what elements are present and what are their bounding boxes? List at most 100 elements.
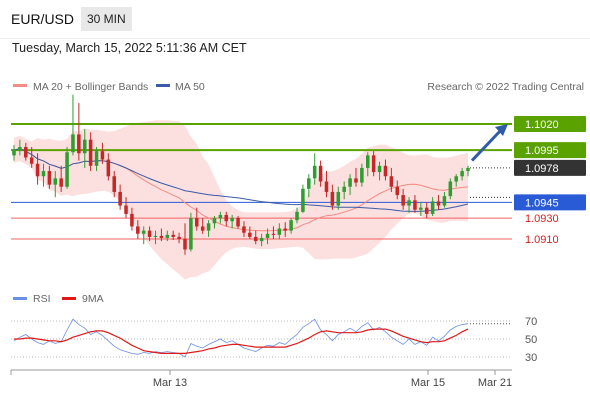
candle xyxy=(230,214,234,229)
candle xyxy=(100,142,105,164)
candle xyxy=(200,218,205,234)
candle xyxy=(360,163,364,187)
candle xyxy=(307,174,311,198)
candle xyxy=(248,226,252,239)
bollinger-legend: MA 20 + Bollinger Bands xyxy=(33,81,148,93)
symbol-label: EUR/USD xyxy=(11,11,75,27)
rsi-swatch xyxy=(13,297,27,300)
candle xyxy=(71,94,75,156)
level-1-0995-badge xyxy=(514,142,586,159)
candle xyxy=(130,207,134,231)
candle xyxy=(77,103,81,161)
candle xyxy=(265,228,270,245)
forecast-arrow-head xyxy=(495,124,508,136)
candle xyxy=(389,167,394,192)
candle xyxy=(35,153,40,185)
candle xyxy=(271,226,276,239)
candle xyxy=(371,151,376,177)
candle xyxy=(383,159,388,181)
candle xyxy=(218,211,223,224)
candle xyxy=(165,230,170,242)
time-tick-label: Mar 15 xyxy=(411,377,445,389)
candle xyxy=(454,174,458,187)
chart-header: EUR/USD 30 MIN xyxy=(0,0,590,38)
candle xyxy=(413,195,417,213)
candle xyxy=(277,223,282,239)
candle xyxy=(124,197,128,219)
candle xyxy=(171,230,175,241)
candle xyxy=(18,139,22,156)
candle xyxy=(141,226,146,245)
candle xyxy=(259,233,264,247)
candle xyxy=(65,147,69,189)
candle xyxy=(342,181,346,200)
candle xyxy=(436,195,441,210)
header-divider xyxy=(0,38,590,39)
candle xyxy=(401,188,405,210)
candle xyxy=(147,226,152,242)
candle xyxy=(159,228,164,242)
candle xyxy=(424,202,429,219)
candle xyxy=(41,163,46,187)
main-legend: MA 20 + Bollinger Bands MA 50 Research ©… xyxy=(13,81,584,93)
rsi-legend: RSI 9MA xyxy=(13,293,104,305)
candle xyxy=(88,132,93,172)
bollinger-band xyxy=(14,120,468,280)
level-1-1020-badge xyxy=(514,116,586,132)
time-tick-label: Mar 13 xyxy=(153,377,187,389)
candle xyxy=(112,171,117,198)
candle xyxy=(206,220,211,237)
interval-button[interactable]: 30 MIN xyxy=(81,7,132,31)
timestamp: Tuesday, March 15, 2022 5:11:36 AM CET xyxy=(12,41,247,55)
candle xyxy=(242,221,246,237)
forecast-arrow xyxy=(470,124,508,162)
candle xyxy=(466,165,470,177)
candle xyxy=(195,207,199,231)
time-tick-label: Mar 21 xyxy=(478,377,512,389)
candle xyxy=(430,197,435,216)
candle xyxy=(377,161,382,181)
rsi-tick-30: 30 xyxy=(525,352,537,364)
level-1-0910-label: 1.0910 xyxy=(525,234,559,246)
bollinger-area xyxy=(14,120,468,280)
candle xyxy=(295,207,299,224)
candle xyxy=(153,230,158,245)
candle xyxy=(236,216,240,229)
rsi-tick-70: 70 xyxy=(525,316,537,328)
price-level-labels: 1.1020 1.0995 1.0978 1.0945 1.0930 1.0910 xyxy=(514,116,586,246)
candle xyxy=(442,191,447,208)
level-1-0995-label: 1.0995 xyxy=(525,145,559,157)
rsi-tick-50: 50 xyxy=(525,334,537,346)
rsi-ma-legend-label: 9MA xyxy=(82,293,104,305)
candle xyxy=(312,153,317,185)
time-axis: Mar 13 Mar 15 Mar 21 xyxy=(10,369,512,389)
rsi-legend-label: RSI xyxy=(33,293,51,305)
level-1-0945-label: 1.0945 xyxy=(525,197,559,209)
candle xyxy=(29,147,34,168)
candle xyxy=(354,167,358,187)
level-1-0945-badge xyxy=(514,194,586,211)
candle xyxy=(189,212,193,252)
ma50-legend: MA 50 xyxy=(175,81,205,93)
candle xyxy=(24,142,28,161)
ma50-swatch xyxy=(156,84,170,87)
candle xyxy=(118,184,122,210)
candle xyxy=(106,153,111,181)
level-1-0930-label: 1.0930 xyxy=(525,213,559,225)
candle xyxy=(448,178,453,200)
candle xyxy=(283,222,287,237)
candle xyxy=(289,218,293,234)
candle xyxy=(177,232,181,244)
candle xyxy=(59,165,63,192)
candle xyxy=(253,230,258,245)
candle xyxy=(47,165,52,189)
level-1-0978-badge xyxy=(514,159,586,176)
candle xyxy=(53,171,58,198)
candle xyxy=(136,220,140,239)
candle xyxy=(348,174,352,196)
candle xyxy=(395,180,400,200)
level-1-1020-label: 1.1020 xyxy=(525,119,559,131)
candle xyxy=(183,223,187,255)
candle xyxy=(330,184,335,210)
